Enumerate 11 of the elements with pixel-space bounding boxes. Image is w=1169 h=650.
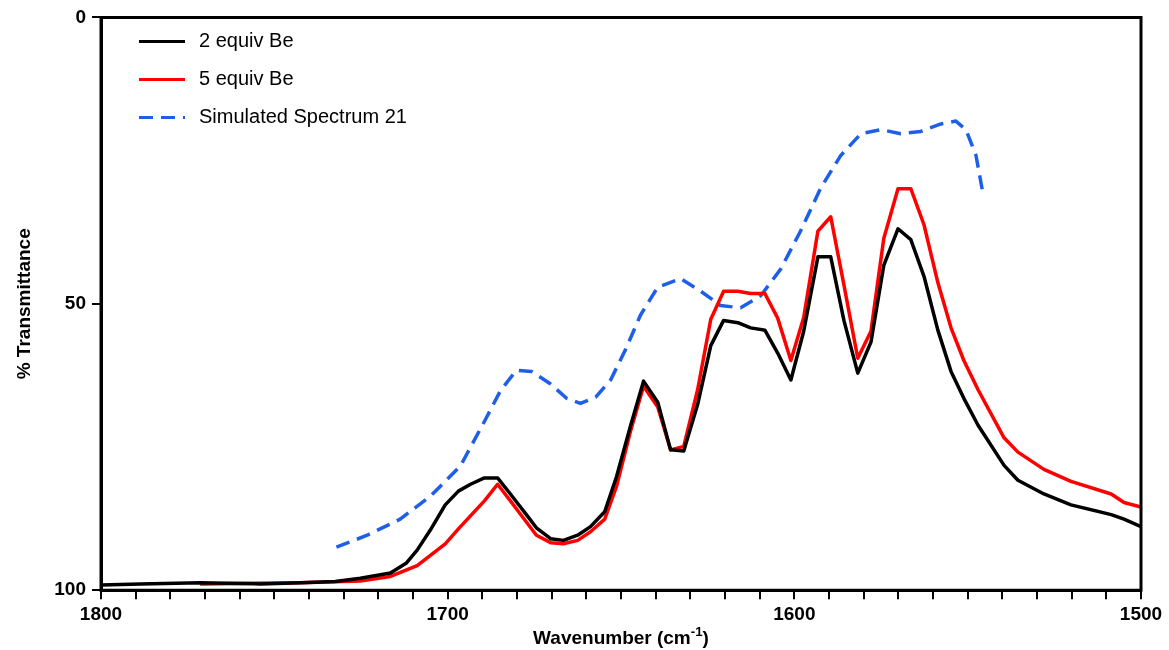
x-tick-label: 1600 (773, 602, 816, 624)
x-tick-label: 1800 (79, 602, 123, 624)
y-tick-label: 100 (54, 578, 86, 600)
legend-label: 2 equiv Be (199, 28, 294, 51)
y-tick-label: 50 (64, 292, 86, 314)
legend-label: 5 equiv Be (199, 66, 294, 89)
x-tick-label: 1700 (426, 602, 469, 624)
x-tick-label: 1500 (1119, 602, 1163, 624)
y-tick-label: 0 (75, 5, 86, 27)
legend-label: Simulated Spectrum 21 (199, 104, 407, 127)
y-axis-title: % Transmittance (13, 228, 34, 380)
